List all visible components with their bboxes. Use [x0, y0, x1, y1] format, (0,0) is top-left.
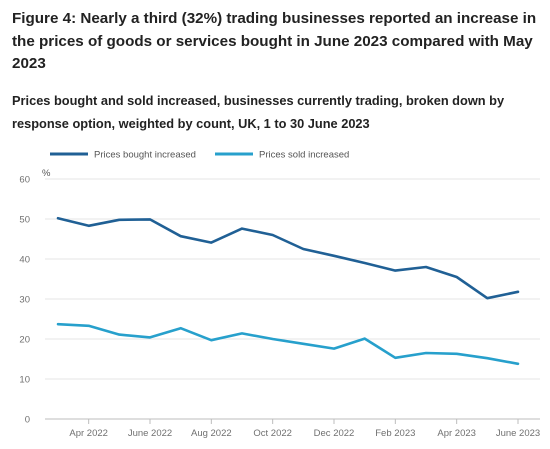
y-gridlines — [45, 178, 540, 420]
series-line-prices-bought — [56, 216, 520, 300]
x-tick-label: Oct 2022 — [253, 428, 292, 439]
x-tick-label: June 2022 — [128, 428, 172, 439]
series-line-prices-sold — [56, 322, 520, 366]
legend: Prices bought increased Prices sold incre… — [50, 150, 349, 161]
legend-label: Prices sold increased — [259, 150, 349, 161]
y-unit-label: % — [42, 168, 51, 179]
x-tick-label: Apr 2022 — [69, 428, 108, 439]
y-tick-label: 10 — [19, 375, 30, 386]
y-tick-label: 40 — [19, 255, 30, 266]
y-axis: 0 10 20 30 40 50 60% — [19, 168, 51, 426]
x-tick-label: Apr 2023 — [437, 428, 476, 439]
x-axis: Apr 2022 June 2022 Aug 2022 Oct 2022 Dec 202… — [69, 419, 540, 439]
y-tick-label: 50 — [19, 215, 30, 226]
legend-label: Prices bought increased — [94, 150, 196, 161]
chart-subtitle: Prices bought and sold increased, busine… — [12, 93, 505, 131]
x-tick-label: Feb 2023 — [375, 428, 415, 439]
y-tick-label: 30 — [19, 295, 30, 306]
x-tick-label: Dec 2022 — [314, 428, 355, 439]
y-tick-label: 0 — [25, 415, 30, 426]
y-tick-label: 20 — [19, 335, 30, 346]
series-lines — [56, 216, 520, 366]
y-tick-label: 60 — [19, 175, 30, 186]
x-tick-label: Aug 2022 — [191, 428, 232, 439]
chart-title: Figure 4: Nearly a third (32%) trading b… — [12, 10, 537, 72]
x-tick-label: June 2023 — [496, 428, 540, 439]
